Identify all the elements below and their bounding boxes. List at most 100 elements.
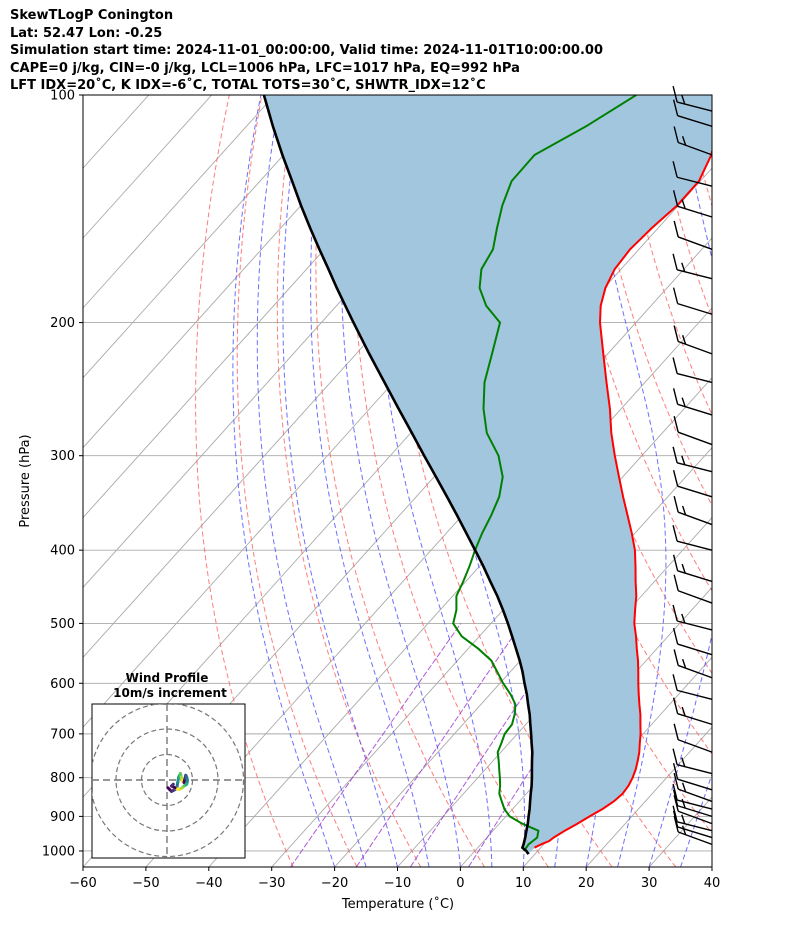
x-tick-label: 0 — [456, 876, 464, 891]
dewpoint-line — [452, 95, 637, 852]
y-tick-label: 200 — [50, 316, 75, 331]
wind-barb — [673, 325, 713, 355]
y-tick-label: 300 — [50, 449, 75, 464]
dry-adiabat-line — [195, 95, 294, 867]
wind-barb — [673, 649, 713, 679]
hodograph-subtitle: 10m/s increment — [113, 686, 227, 700]
moist-adiabat-line — [310, 95, 430, 867]
isotherm-line — [334, 446, 712, 867]
dry-adiabat-line — [684, 95, 712, 208]
x-tick-label: 10 — [515, 876, 532, 891]
x-tick-label: 30 — [641, 876, 658, 891]
dry-adiabat-line — [352, 95, 549, 867]
isotherm-line — [83, 95, 401, 449]
wind-barb — [672, 525, 713, 551]
wind-barb — [672, 674, 713, 700]
wind-barb — [672, 253, 713, 280]
mixing-ratio-line — [355, 623, 523, 867]
wind-barb — [672, 627, 713, 656]
x-tick-label: −30 — [258, 876, 285, 891]
mixing-ratio-line — [290, 623, 462, 867]
wind-barb — [672, 748, 713, 775]
dry-adiabat-line — [236, 95, 358, 867]
wind-barb — [672, 446, 713, 473]
wind-barb — [673, 795, 713, 825]
wind-barb — [672, 554, 713, 583]
moist-adiabat-line — [256, 95, 367, 867]
location-line: Lat: 52.47 Lon: -0.25 — [10, 25, 163, 41]
y-tick-label: 900 — [50, 810, 75, 825]
isotherm-line — [397, 516, 712, 867]
wind-barb — [672, 783, 713, 810]
moist-adiabat-line — [374, 95, 493, 867]
y-tick-label: 600 — [50, 677, 75, 692]
wind-barb — [672, 469, 713, 498]
wind-barb — [672, 762, 713, 791]
isotherm-line — [711, 866, 712, 867]
wind-barb — [672, 604, 713, 631]
dry-adiabat-line — [718, 95, 794, 867]
y-tick-label: 1000 — [42, 844, 75, 859]
wind-barb — [672, 99, 713, 127]
x-axis-ticks: −60 −50 −40 −30 −20 −10 0 10 20 30 40 — [69, 867, 720, 891]
x-tick-label: 20 — [578, 876, 595, 891]
isotherm-line — [83, 95, 213, 239]
hodograph-frame — [91, 703, 246, 859]
wind-barb — [672, 697, 713, 726]
moist-adiabat-line — [282, 95, 398, 867]
wind-barbs — [672, 85, 713, 846]
chart-title: SkewTLogP Conington — [10, 8, 174, 23]
moist-adiabat-line — [585, 95, 667, 867]
x-tick-label: 40 — [704, 876, 721, 891]
dry-adiabat-line — [783, 95, 794, 867]
dry-adiabat-line — [751, 95, 794, 867]
wind-barb — [673, 416, 713, 446]
y-axis-ticks: 100 200 300 400 500 600 700 800 900 1000 — [42, 89, 83, 859]
y-tick-label: 400 — [50, 544, 75, 559]
wind-barb — [672, 805, 713, 832]
wind-barb — [673, 772, 713, 803]
y-tick-label: 500 — [50, 617, 75, 632]
moist-adiabat-line — [340, 95, 461, 867]
index-line: LFT IDX=20˚C, K IDX=-6˚C, TOTAL TOTS=30˚… — [10, 78, 486, 93]
hodograph-inset: Wind Profile 10m/s increment — [91, 671, 246, 859]
mixing-ratio-line — [468, 623, 626, 867]
x-tick-label: −40 — [195, 876, 222, 891]
wind-barb — [673, 220, 713, 250]
wind-barb — [673, 815, 713, 846]
y-tick-label: 800 — [50, 771, 75, 786]
parcel-profile-line — [262, 95, 534, 855]
hodograph-ring — [92, 704, 245, 858]
temperature-line — [533, 147, 712, 849]
wind-barb — [672, 388, 713, 416]
wind-barb — [672, 190, 713, 218]
y-tick-label: 700 — [50, 727, 75, 742]
moist-adiabat-line — [232, 95, 336, 867]
y-tick-label: 100 — [50, 89, 75, 104]
wind-barb — [673, 126, 713, 156]
moist-adiabat-line — [711, 865, 712, 867]
x-tick-label: −50 — [132, 876, 159, 891]
isotherm-line — [585, 726, 712, 867]
cin-fill-area — [263, 95, 712, 855]
wind-barb — [673, 496, 713, 526]
x-tick-label: −60 — [69, 876, 96, 891]
hodograph-title: Wind Profile — [126, 671, 209, 685]
hodograph-segment — [169, 782, 175, 788]
dry-adiabat-line — [315, 95, 485, 867]
x-tick-label: −10 — [384, 876, 411, 891]
wind-barb — [672, 789, 713, 818]
wind-barb — [672, 357, 713, 384]
wind-barb — [673, 574, 713, 604]
chart-header: SkewTLogP Conington Lat: 52.47 Lon: -0.2… — [10, 7, 603, 95]
isotherm-line — [83, 95, 275, 309]
cape-line: CAPE=0 j/kg, CIN=-0 j/kg, LCL=1006 hPa, … — [10, 60, 520, 76]
y-axis-label: Pressure (hPa) — [18, 434, 33, 527]
wind-barb — [672, 161, 713, 187]
x-tick-label: −20 — [321, 876, 348, 891]
dry-adiabat-line — [587, 95, 712, 507]
isotherm-line — [83, 95, 338, 379]
x-axis-label: Temperature (˚C) — [341, 896, 454, 912]
wind-barb — [673, 723, 713, 753]
